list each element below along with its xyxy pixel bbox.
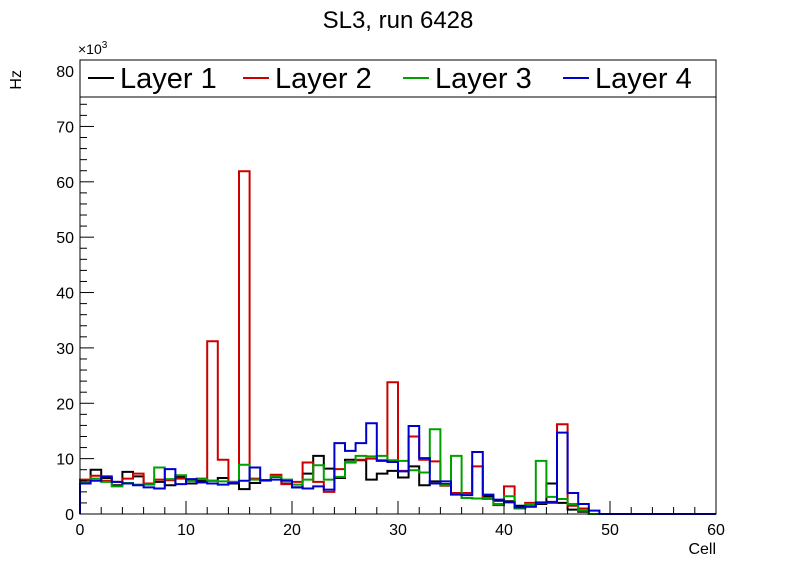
x-tick-label: 30 [389, 522, 407, 539]
series-lines [79, 170, 716, 515]
x-tick-label: 0 [76, 522, 85, 539]
x-tick-label: 60 [707, 522, 725, 539]
y-tick-label: 40 [56, 286, 74, 303]
legend: Layer 1 Layer 2 Layer 3 Layer 4 [79, 59, 717, 98]
legend-label-layer-2: Layer 2 [275, 63, 372, 95]
axis-ticks: 0 10 20 30 40 50 60 0 10 20 30 40 50 60 70 80 [56, 59, 725, 539]
y-tick-label: 10 [56, 452, 74, 469]
y-tick-label: 80 [56, 64, 74, 81]
x-tick-label: 50 [601, 522, 619, 539]
y-tick-label: 50 [56, 230, 74, 247]
y-tick-label: 70 [56, 119, 74, 136]
x-tick-label: 10 [177, 522, 195, 539]
legend-box [79, 59, 717, 98]
y-axis-label: Hz [8, 70, 25, 90]
y-axis-multiplier: ×103 [78, 40, 108, 57]
x-tick-label: 20 [283, 522, 301, 539]
chart-title: SL3, run 6428 [323, 7, 474, 34]
y-tick-label: 20 [56, 396, 74, 413]
series-line-layer-4 [79, 422, 716, 515]
x-axis-label: Cell [688, 541, 716, 558]
y-tick-label: 0 [65, 507, 74, 524]
legend-label-layer-1: Layer 1 [120, 63, 217, 95]
x-tick-label: 40 [495, 522, 513, 539]
legend-label-layer-4: Layer 4 [595, 63, 692, 95]
y-tick-label: 60 [56, 175, 74, 192]
y-tick-label: 30 [56, 341, 74, 358]
y-multiplier-exponent: 3 [102, 40, 108, 51]
legend-label-layer-3: Layer 3 [435, 63, 532, 95]
y-multiplier-base: ×10 [78, 41, 102, 57]
